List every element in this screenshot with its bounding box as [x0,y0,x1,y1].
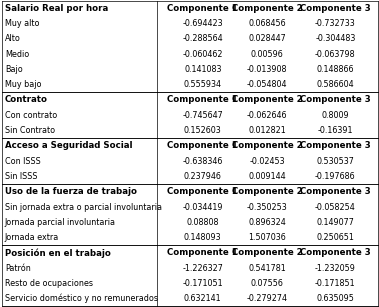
Text: -0.197686: -0.197686 [315,172,356,181]
Text: Componente 2: Componente 2 [232,187,302,196]
Text: Acceso a Seguridad Social: Acceso a Seguridad Social [5,141,132,150]
Text: -1.226327: -1.226327 [182,264,223,273]
Text: Sin ISSS: Sin ISSS [5,172,38,181]
Text: 0.028447: 0.028447 [248,34,286,43]
Text: -0.054804: -0.054804 [247,80,287,89]
Text: 0.149077: 0.149077 [316,218,354,227]
Text: Salario Real por hora: Salario Real por hora [5,4,108,13]
Text: Componente 2: Componente 2 [232,4,302,13]
Text: -0.171851: -0.171851 [315,279,356,288]
Text: 0.009144: 0.009144 [248,172,286,181]
Text: 0.250651: 0.250651 [316,233,354,242]
Text: 0.632141: 0.632141 [184,294,222,303]
Text: 0.148093: 0.148093 [184,233,222,242]
Text: Jornada parcial involuntaria: Jornada parcial involuntaria [5,218,116,227]
Text: Componente 1: Componente 1 [168,95,238,104]
Text: -0.350253: -0.350253 [247,203,288,212]
Text: Con ISSS: Con ISSS [5,157,41,166]
Text: Componente 3: Componente 3 [300,187,371,196]
Text: 0.635095: 0.635095 [316,294,354,303]
Text: Componente 3: Componente 3 [300,95,371,104]
Text: Con contrato: Con contrato [5,111,57,120]
Text: -0.732733: -0.732733 [315,19,356,28]
Text: 0.068456: 0.068456 [248,19,286,28]
Text: Sin jornada extra o parcial involuntaria: Sin jornada extra o parcial involuntaria [5,203,162,212]
Text: 0.00596: 0.00596 [251,50,283,59]
Text: Componente 1: Componente 1 [168,187,238,196]
Text: -0.062646: -0.062646 [247,111,287,120]
Text: 0.896324: 0.896324 [248,218,286,227]
Text: Componente 3: Componente 3 [300,248,371,257]
Text: Patrón: Patrón [5,264,31,273]
Text: Muy bajo: Muy bajo [5,80,41,89]
Text: 0.152603: 0.152603 [184,126,222,135]
Text: -0.171051: -0.171051 [182,279,223,288]
Text: Sin Contrato: Sin Contrato [5,126,55,135]
Text: -1.232059: -1.232059 [315,264,356,273]
Text: 0.012821: 0.012821 [248,126,286,135]
Text: Componente 1: Componente 1 [168,248,238,257]
Text: Alto: Alto [5,34,21,43]
Text: -0.745647: -0.745647 [182,111,223,120]
Text: Resto de ocupaciones: Resto de ocupaciones [5,279,93,288]
Text: -0.02453: -0.02453 [249,157,285,166]
Text: Componente 1: Componente 1 [168,4,238,13]
Text: Jornada extra: Jornada extra [5,233,59,242]
Text: -0.638346: -0.638346 [183,157,223,166]
Text: 0.555934: 0.555934 [184,80,222,89]
Text: 0.586604: 0.586604 [316,80,354,89]
Text: Uso de la fuerza de trabajo: Uso de la fuerza de trabajo [5,187,137,196]
Text: -0.034419: -0.034419 [183,203,223,212]
Text: Componente 1: Componente 1 [168,141,238,150]
Text: -0.058254: -0.058254 [315,203,356,212]
Text: Servicio doméstico y no remunerados: Servicio doméstico y no remunerados [5,294,158,304]
Text: 1.507036: 1.507036 [248,233,286,242]
Text: Medio: Medio [5,50,29,59]
Text: 0.07556: 0.07556 [251,279,283,288]
Text: -0.013908: -0.013908 [247,65,287,74]
Text: -0.288564: -0.288564 [182,34,223,43]
Text: 0.541781: 0.541781 [248,264,286,273]
Text: Posición en el trabajo: Posición en el trabajo [5,248,111,258]
Text: -0.279274: -0.279274 [247,294,288,303]
Text: -0.16391: -0.16391 [318,126,353,135]
Text: 0.141083: 0.141083 [184,65,221,74]
Text: Componente 2: Componente 2 [232,141,302,150]
Text: 0.237946: 0.237946 [184,172,222,181]
Text: Componente 2: Componente 2 [232,95,302,104]
Text: Bajo: Bajo [5,65,23,74]
Text: Componente 3: Componente 3 [300,141,371,150]
Text: Componente 3: Componente 3 [300,4,371,13]
Text: -0.060462: -0.060462 [183,50,223,59]
Text: 0.08808: 0.08808 [186,218,219,227]
Text: 0.530537: 0.530537 [316,157,354,166]
Text: -0.063798: -0.063798 [315,50,356,59]
Text: 0.8009: 0.8009 [322,111,349,120]
Text: Muy alto: Muy alto [5,19,39,28]
Text: 0.148866: 0.148866 [317,65,354,74]
Text: Componente 2: Componente 2 [232,248,302,257]
Text: -0.694423: -0.694423 [182,19,223,28]
Text: -0.304483: -0.304483 [315,34,356,43]
Text: Contrato: Contrato [5,95,48,104]
